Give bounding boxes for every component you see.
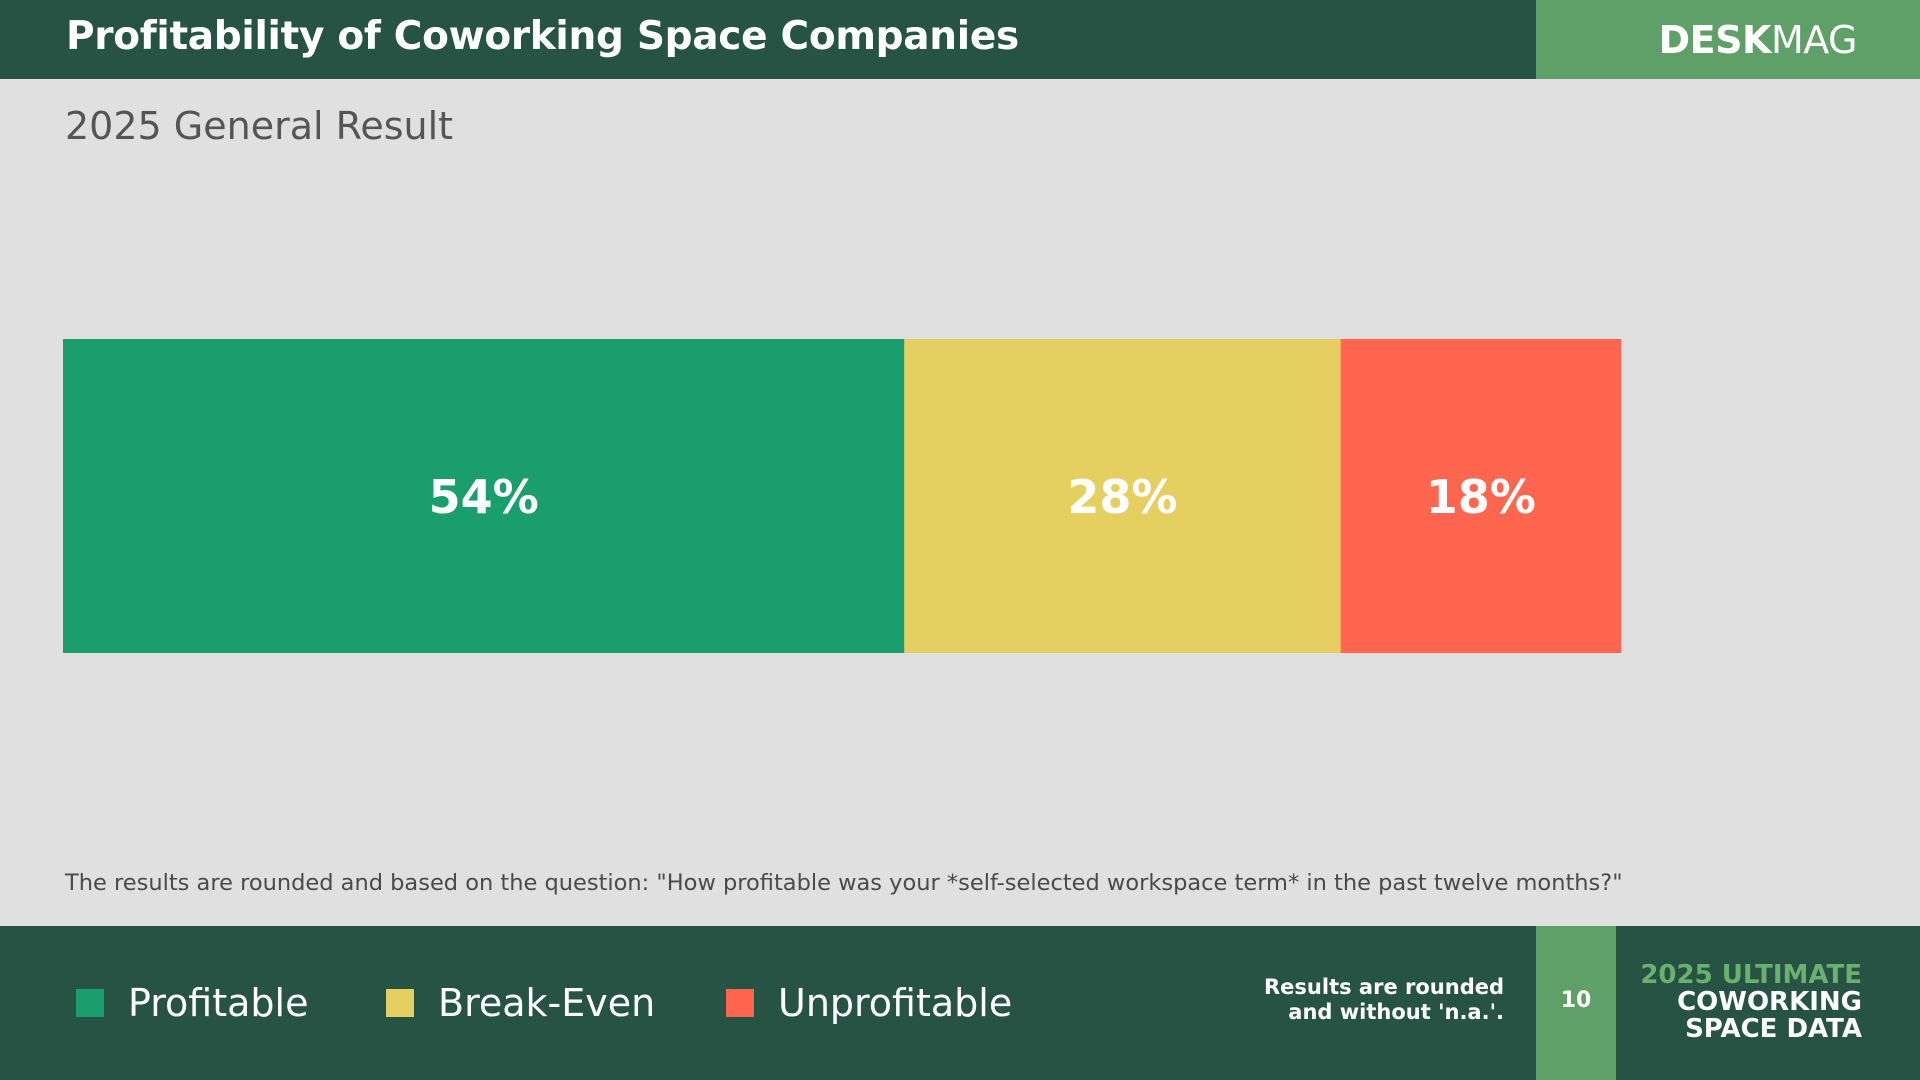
- chart-subtitle: 2025 General Result: [65, 104, 454, 148]
- legend-label-break-even: Break-Even: [438, 981, 656, 1025]
- footer-note: Results are rounded and without 'n.a.'.: [1264, 975, 1504, 1025]
- bar-segment-profitable: [63, 339, 905, 653]
- header-bar: Profitability of Coworking Space Compani…: [0, 0, 1920, 79]
- brand-logo-light: MAG: [1770, 18, 1858, 62]
- legend-swatch-profitable: [76, 989, 104, 1017]
- legend-item-profitable: Profitable: [76, 978, 308, 1028]
- page-number-box: 10: [1536, 926, 1616, 1080]
- legend-item-break-even: Break-Even: [386, 978, 655, 1028]
- legend-item-unprofitable: Unprofitable: [726, 978, 1012, 1028]
- footer-note-line2: and without 'n.a.'.: [1288, 1000, 1504, 1024]
- report-title: 2025 ULTIMATE COWORKING SPACE DATA: [1640, 962, 1862, 1043]
- page-number: 10: [1560, 988, 1592, 1013]
- legend-label-unprofitable: Unprofitable: [778, 981, 1013, 1025]
- bar-segment-unprofitable: [1340, 339, 1621, 653]
- report-title-line3: SPACE DATA: [1685, 1014, 1862, 1044]
- chart-legend: Profitable Break-Even Unprofitable: [0, 926, 1200, 1080]
- bar-label-unprofitable: 18%: [1426, 470, 1536, 524]
- brand-logo-bold: DESK: [1658, 18, 1772, 62]
- legend-swatch-unprofitable: [726, 989, 754, 1017]
- legend-label-profitable: Profitable: [128, 981, 309, 1025]
- footnote: The results are rounded and based on the…: [65, 870, 1623, 896]
- brand-box: DESKMAG: [1536, 0, 1920, 79]
- brand-logo: DESKMAG: [1658, 18, 1858, 62]
- report-title-line2: COWORKING: [1677, 987, 1862, 1017]
- bar-segment-break-even: [904, 339, 1341, 653]
- footer-bar: Profitable Break-Even Unprofitable Results…: [0, 926, 1920, 1080]
- page-title: Profitability of Coworking Space Compani…: [66, 14, 1019, 59]
- bar-label-profitable: 54%: [429, 470, 539, 524]
- bar-label-break-even: 28%: [1067, 470, 1177, 524]
- legend-swatch-break-even: [386, 989, 414, 1017]
- footer-note-line1: Results are rounded: [1264, 975, 1504, 999]
- report-title-line1: 2025 ULTIMATE: [1640, 960, 1862, 990]
